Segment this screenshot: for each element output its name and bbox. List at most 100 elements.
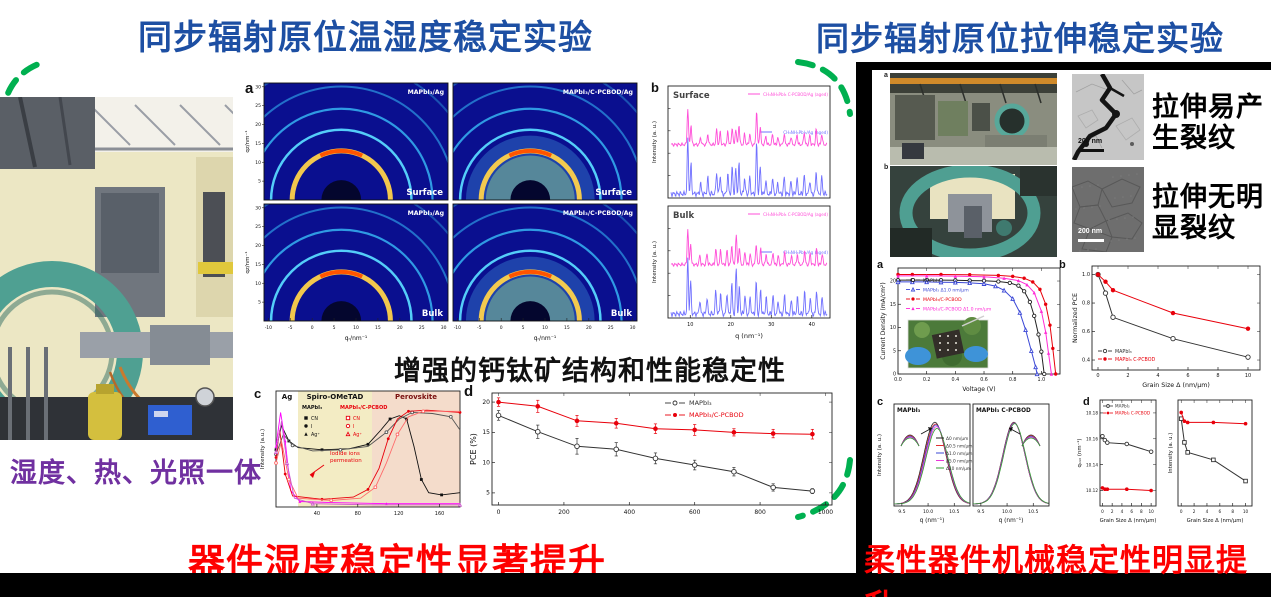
legend-label: Δ5.0 nm/μm xyxy=(946,458,972,464)
tick-label: 2 xyxy=(1193,509,1196,514)
tick-label: 4 xyxy=(1121,509,1124,514)
legend-label: Δ10 nm/μm xyxy=(946,466,971,472)
tick-label: 5 xyxy=(522,325,525,331)
tick-label: 10.12 xyxy=(1086,488,1098,493)
annotation: Iodide ions xyxy=(330,451,360,457)
axis-label: q (nm⁻¹) xyxy=(920,517,945,524)
tick-label: 0 xyxy=(500,325,503,331)
tick-label: 10.5 xyxy=(949,509,959,515)
right-panel-letter-b: b xyxy=(1059,259,1066,271)
tick-label: 800 xyxy=(754,509,766,516)
sem-b-scalebar-label: 200 nm xyxy=(1078,228,1103,235)
tick-label: 8 xyxy=(1140,509,1143,514)
tick-label: 30 xyxy=(768,322,774,328)
legend-label: MAPbI₃ C-PCBOD xyxy=(1115,411,1150,416)
tick-label: 10 xyxy=(482,459,490,466)
tick-label: 20 xyxy=(586,325,592,331)
tick-label: 2 xyxy=(1126,373,1129,379)
tick-label: 5 xyxy=(893,348,896,354)
tick-label: 10 xyxy=(542,325,548,331)
plot-title: MAPbI₃ C-PCBOD xyxy=(976,408,1031,414)
tick-label: 0.4 xyxy=(952,377,960,383)
depth-profile-figure: Ag Spiro-OMeTAD Perovskite MAPbI₃ MAPbI₃/C-P… xyxy=(260,390,463,517)
tick-label: 40 xyxy=(809,322,815,328)
left-section-title: 同步辐射原位温湿度稳定实验 xyxy=(138,20,593,57)
tick-label: 10 xyxy=(1148,509,1154,514)
axis-label: qz/nm⁻¹ xyxy=(244,130,251,152)
sem-uncracked-film xyxy=(1072,167,1144,252)
tick-label: 10 xyxy=(687,322,693,328)
tick-label: 15 xyxy=(255,262,261,268)
legend-label: CH₃NH₃PbI₃ C-PCBOD/Ag (aged) xyxy=(763,92,828,97)
tick-label: 15 xyxy=(564,325,570,331)
tick-label: 5 xyxy=(333,325,336,331)
tick-label: 0 xyxy=(311,325,314,331)
axis-label: q₁₁₀ (nm⁻¹) xyxy=(1076,439,1083,468)
tick-label: 25 xyxy=(255,103,261,109)
tick-label: 8 xyxy=(1231,509,1234,514)
pce-aging-figure: 0 200 400 600 800 1000 5 10 15 20 PCE (%) MAPbI₃ MAP… xyxy=(469,392,833,516)
stretch-rig-photo xyxy=(890,73,1057,165)
tick-label: 20 xyxy=(890,279,896,285)
legend-label: Ag⁺ xyxy=(311,432,320,438)
legend-label: MAPbI₃ xyxy=(1115,404,1130,409)
plot-title: Bulk xyxy=(673,211,694,221)
axis-label: qᵣ/nm⁻¹ xyxy=(345,335,368,342)
tick-label: 1.0 xyxy=(1038,377,1046,383)
axis-label: Intensity (a. u.) xyxy=(1168,433,1174,474)
tick-label: 30 xyxy=(441,325,447,331)
region-label: Spiro-OMeTAD xyxy=(307,393,364,401)
tick-label: 120 xyxy=(394,511,404,517)
tick-label: 15 xyxy=(482,429,490,436)
sem-a-scalebar xyxy=(1078,149,1104,152)
tick-label: 10.14 xyxy=(1086,462,1098,467)
tick-label: 25 xyxy=(608,325,614,331)
tick-label: -5 xyxy=(477,325,482,331)
giwaxs-region-label: Bulk xyxy=(611,309,632,319)
tick-label: 25 xyxy=(255,224,261,230)
tick-label: 20 xyxy=(255,243,261,249)
legend-label: MAPbI₃/C-PCBOD xyxy=(689,411,744,419)
right-panel-letter-a: a xyxy=(877,259,884,271)
giwaxs-panel xyxy=(264,204,448,321)
tick-label: 10.18 xyxy=(1086,411,1098,416)
tick-label: 600 xyxy=(689,509,701,516)
right-section-title: 同步辐射原位拉伸稳定实验 xyxy=(816,22,1224,58)
axis-label: qz/nm⁻¹ xyxy=(244,251,251,273)
normalized-pce-figure: 0 2 4 6 8 10 0.4 0.6 0.8 1.0 Grain Size Δ (nm/μm) N… xyxy=(1072,265,1261,389)
axis-label: qᵣ/nm⁻¹ xyxy=(534,335,557,342)
axis-label: Intensity (a. u.) xyxy=(652,241,658,283)
tick-label: 0.6 xyxy=(980,377,988,383)
goniometer-photo xyxy=(890,166,1057,257)
tick-label: 0.8 xyxy=(1082,301,1090,307)
tick-label: 9.5 xyxy=(977,509,984,515)
panel-letter-c: c xyxy=(254,386,262,401)
tick-label: 15 xyxy=(890,302,896,308)
legend-label: CH₃NH₃PbI₃/Ag (aged) xyxy=(783,130,828,135)
tick-label: -5 xyxy=(288,325,293,331)
giwaxs-panel xyxy=(453,204,637,321)
axis-label: Current Density (mA/cm²) xyxy=(880,282,887,359)
giwaxs-region-label: Surface xyxy=(406,188,443,198)
annotation: permeation xyxy=(330,458,362,464)
axis-label: q (nm⁻¹) xyxy=(735,332,763,340)
sem-cracked-film xyxy=(1072,74,1144,160)
panel-letter-b: b xyxy=(651,80,659,95)
tick-label: 80 xyxy=(355,511,361,517)
legend-label: MAPbI₃ xyxy=(923,278,939,284)
q110-intensity-figure: 0 2 4 6 8 10 10.12 10.14 10.16 10.18 Grain Size Δ … xyxy=(1076,399,1253,524)
tick-label: 4 xyxy=(1156,373,1159,379)
caption-crack: 拉伸易产生裂纹 xyxy=(1152,92,1264,153)
right-conclusion: 柔性器件机械稳定性明显提升 xyxy=(864,543,1248,597)
axis-label: q (nm⁻¹) xyxy=(999,517,1024,524)
tick-label: 4 xyxy=(1206,509,1209,514)
tick-label: 15 xyxy=(375,325,381,331)
tick-label: 200 xyxy=(558,509,570,516)
tick-label: 20 xyxy=(397,325,403,331)
tick-label: 1000 xyxy=(818,509,833,516)
tick-label: 10 xyxy=(1245,373,1251,379)
giwaxs-sample-label: MAPbI₃/C-PCBOD/Ag xyxy=(563,89,633,96)
legend-label: Ag⁺ xyxy=(353,432,362,438)
bottom-bar xyxy=(0,573,1271,597)
right-photo-letter-a: a xyxy=(884,72,888,79)
